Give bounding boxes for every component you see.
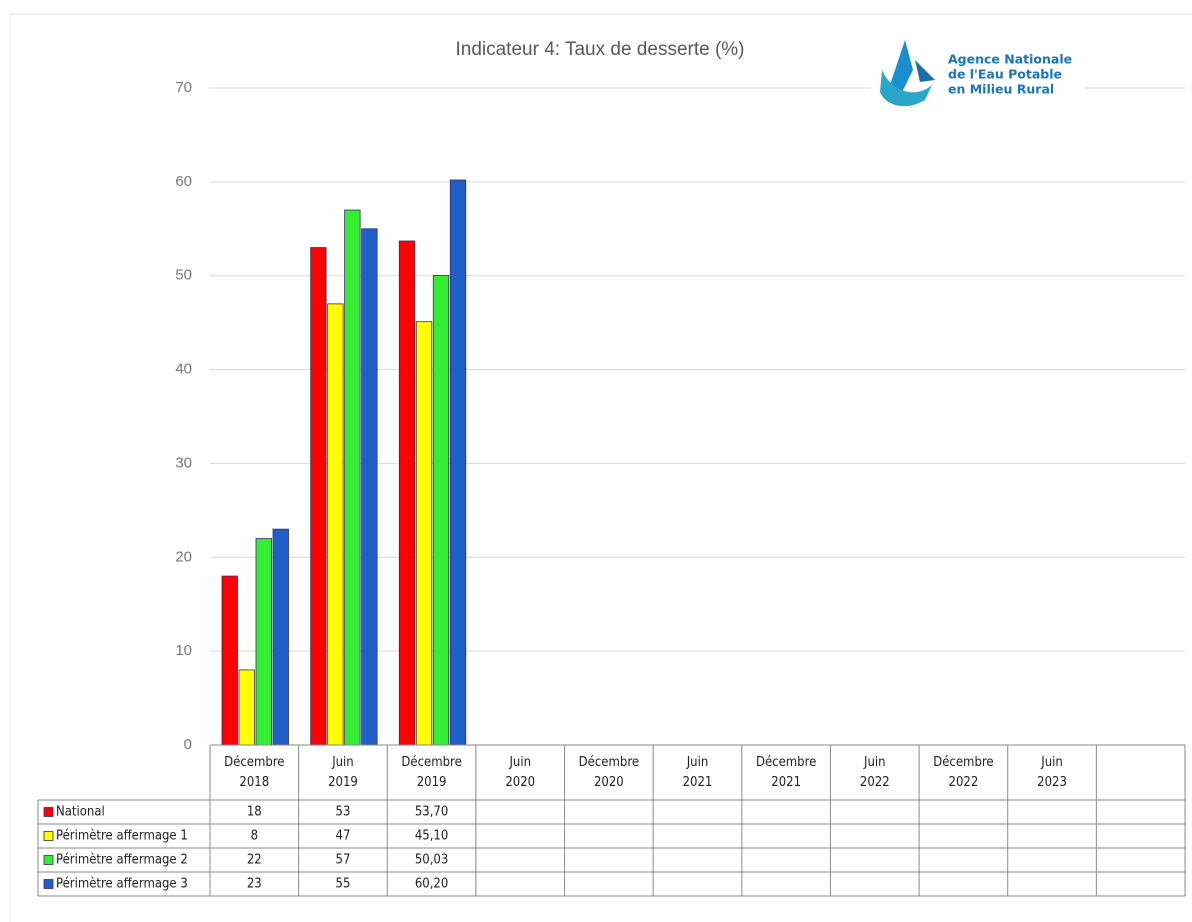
legend-label: Périmètre affermage 1	[56, 829, 188, 844]
bar	[272, 528, 289, 746]
data-label: 8	[251, 829, 258, 844]
legend-swatch	[43, 807, 54, 817]
y-tick-label: 10	[175, 642, 192, 659]
legend-swatch	[43, 831, 54, 841]
data-label: 53,70	[415, 805, 448, 820]
x-tick-label: Décembre 2021	[756, 755, 816, 790]
legend-label: Périmètre affermage 2	[56, 853, 188, 868]
logo-shape	[915, 60, 935, 82]
y-tick-label: 70	[175, 79, 192, 96]
logo: Agence Nationale de l'Eau Potable en Mil…	[870, 35, 1085, 120]
x-tick-label: Juin 2023	[1037, 755, 1067, 790]
bar	[449, 179, 467, 746]
data-label: 50,03	[415, 853, 448, 868]
bar	[432, 275, 450, 746]
x-tick-label: Décembre 2018	[224, 755, 284, 790]
x-tick-label: Juin 2020	[505, 755, 535, 790]
logo-text: Agence Nationale	[948, 52, 1072, 67]
x-tick-label: Juin 2021	[683, 755, 713, 790]
y-tick-label: 0	[184, 736, 192, 753]
bar	[310, 247, 327, 746]
x-tick-label: Décembre 2022	[933, 755, 993, 790]
legend-swatch	[43, 879, 54, 889]
bar	[327, 303, 344, 746]
bar	[238, 669, 255, 746]
y-tick-label: 20	[175, 548, 192, 565]
data-label: 18	[247, 805, 262, 820]
data-label: 45,10	[415, 829, 448, 844]
x-tick-label: Juin 2022	[860, 755, 890, 790]
legend-label: National	[56, 805, 105, 820]
data-label: 47	[336, 829, 351, 844]
data-label: 57	[336, 853, 351, 868]
chart-title: Indicateur 4: Taux de desserte (%)	[455, 39, 744, 60]
x-tick-label: Décembre 2020	[579, 755, 639, 790]
bar	[415, 321, 433, 746]
bar	[361, 228, 378, 746]
logo-text: de l'Eau Potable	[948, 67, 1062, 82]
legend-label: Périmètre affermage 3	[56, 877, 188, 892]
bar	[255, 538, 272, 746]
bar	[398, 240, 416, 746]
y-tick-label: 50	[175, 267, 192, 284]
x-tick-label: Décembre 2019	[401, 755, 461, 790]
logo-text: en Milieu Rural	[948, 82, 1054, 97]
data-label: 23	[247, 877, 262, 892]
bar	[344, 209, 361, 746]
y-tick-label: 40	[175, 361, 192, 378]
data-label: 60,20	[415, 877, 448, 892]
logo-shape	[880, 70, 932, 107]
data-label: 55	[336, 877, 351, 892]
data-label: 22	[247, 853, 262, 868]
y-tick-label: 60	[175, 173, 192, 190]
data-label: 53	[336, 805, 351, 820]
y-tick-label: 30	[175, 454, 192, 471]
bar	[221, 575, 238, 746]
legend-swatch	[43, 855, 54, 865]
logo-shape	[890, 40, 913, 100]
x-tick-label: Juin 2019	[328, 755, 358, 790]
